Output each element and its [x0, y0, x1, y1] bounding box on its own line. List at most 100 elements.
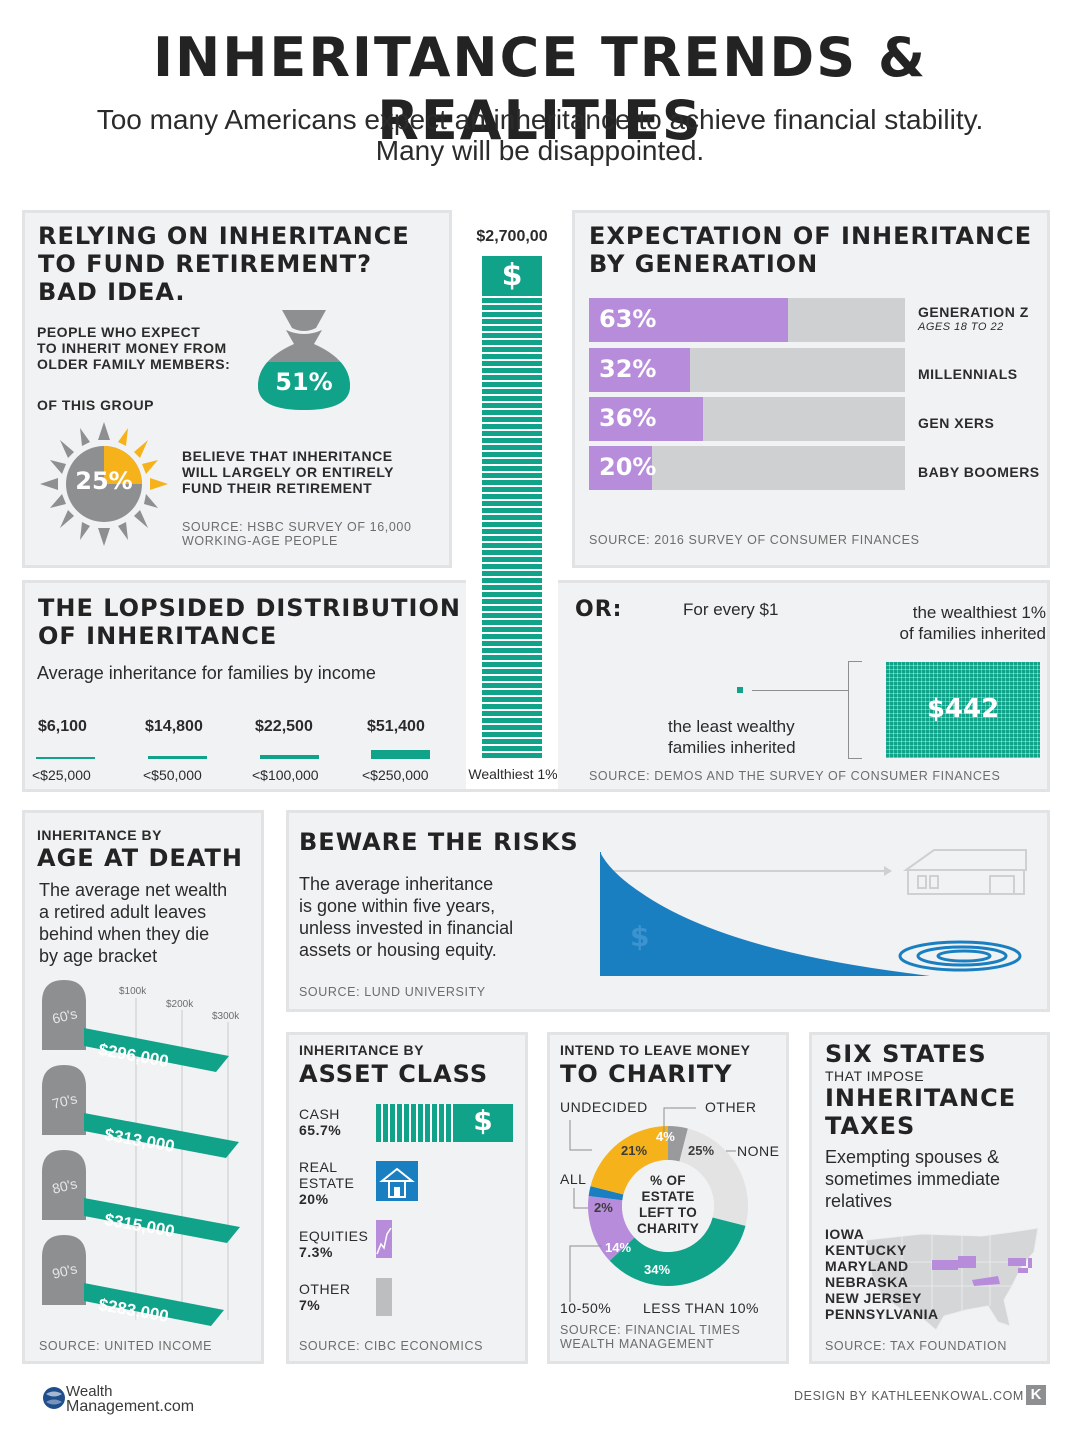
dollar-icon: $ [473, 1104, 493, 1137]
tall-bar-category: Wealthiest 1% [468, 766, 558, 782]
risks-title: BEWARE THE RISKS [299, 828, 579, 856]
age-desc-line: The average net wealth [39, 880, 228, 900]
state-item: IOWA [825, 1226, 865, 1242]
cash-bar-cap [453, 1104, 513, 1142]
tombstone-80s [42, 1150, 240, 1243]
generation-bar-fill [589, 348, 691, 392]
generation-label: MILLENNIALS [918, 366, 1018, 382]
asset-label-line: CASH [299, 1106, 340, 1122]
center-line: LEFT TO [638, 1205, 698, 1220]
state-item: NEBRASKA [825, 1274, 909, 1290]
page-subtitle: Too many Americans expect an inheritance… [0, 104, 1080, 166]
generation-bar: 32% [589, 348, 905, 392]
generation-title-line: BY GENERATION [589, 250, 819, 278]
generation-percent: 32% [599, 355, 657, 383]
tombstone-90s [42, 1235, 224, 1326]
generation-label: GENERATION Z [918, 304, 1029, 320]
states-title: SIX STATES [825, 1040, 987, 1068]
dollar-icon: $ [501, 258, 523, 293]
cash-bar: $ [376, 1104, 513, 1142]
tombstone-60s [42, 980, 229, 1072]
or-label: OR: [575, 597, 623, 622]
nebraska-state [932, 1260, 958, 1270]
subtitle-line-1: Too many Americans expect an inheritance… [96, 104, 984, 135]
generation-percent: 20% [599, 453, 657, 481]
asset-pct: 7% [299, 1297, 321, 1313]
charity-title: TO CHARITY [560, 1060, 733, 1088]
new-jersey-state [1028, 1258, 1032, 1268]
risks-desc-line: The average inheritance [299, 874, 494, 894]
source-line: WORKING-AGE PEOPLE [182, 534, 338, 548]
connector-line [752, 690, 848, 691]
tall-bar-cap [482, 256, 542, 296]
us-map-icon [865, 1227, 1039, 1331]
income-bar [36, 757, 95, 759]
lopsided-title-line: THE LOPSIDED DISTRIBUTION [38, 594, 461, 622]
income-bar [371, 750, 430, 759]
risks-desc-line: is gone within five years, [299, 896, 496, 916]
generation-bar: 36% [589, 397, 905, 441]
label-10-50: 10-50% [560, 1300, 612, 1316]
generation-sublabel: AGES 18 TO 22 [918, 321, 1004, 333]
lopsided-bottom-border [466, 789, 558, 792]
wealthy-amount-grid: $442 [886, 662, 1040, 758]
states-list: IOWA KENTUCKY MARYLAND NEBRASKA NEW JERS… [825, 1226, 939, 1322]
house-icon [376, 1161, 418, 1201]
source-line: SOURCE: FINANCIAL TIMES [560, 1323, 741, 1337]
states-desc-line: Exempting spouses & [825, 1147, 1000, 1167]
center-line: % OF [650, 1173, 686, 1188]
states-source: SOURCE: TAX FOUNDATION [825, 1339, 1007, 1353]
kentucky-state [972, 1276, 1000, 1286]
one-dollar-square [737, 687, 743, 693]
risks-desc-line: assets or housing equity. [299, 940, 497, 960]
risks-desc: The average inheritance is gone within f… [299, 873, 513, 961]
brand-line: Wealth [66, 1383, 113, 1400]
slice-label-10-50: 14% [605, 1240, 632, 1255]
label-less-than-10: LESS THAN 10% [643, 1300, 759, 1316]
states-desc: Exempting spouses & sometimes immediate … [825, 1146, 1000, 1212]
risk-dollar-icon: $ [630, 920, 650, 953]
asset-label-line: EQUITIES [299, 1228, 369, 1244]
brand-logo[interactable]: Wealth Management.com [66, 1383, 194, 1415]
believe-line: FUND THEIR RETIREMENT [182, 480, 373, 496]
generation-percent: 63% [599, 305, 657, 333]
stock-chart-icon [376, 1220, 392, 1258]
asset-pct: 20% [299, 1191, 329, 1207]
generation-bar-fill [589, 397, 703, 441]
center-line: CHARITY [636, 1221, 700, 1236]
asset-label: REAL ESTATE 20% [299, 1159, 354, 1207]
center-line: ESTATE [641, 1189, 695, 1204]
age-desc-line: behind when they die [39, 924, 210, 944]
wealthy-line: of families inherited [899, 624, 1046, 643]
asset-pct: 65.7% [299, 1122, 342, 1138]
age-source: SOURCE: UNITED INCOME [39, 1339, 213, 1353]
bracket-line [848, 661, 862, 759]
charity-source: SOURCE: FINANCIAL TIMES WEALTH MANAGEMEN… [560, 1323, 741, 1351]
least-line: families inherited [668, 738, 796, 757]
donut-center-text: % OF ESTATE LEFT TO CHARITY [626, 1173, 710, 1237]
expect-line: TO INHERIT MONEY FROM [37, 340, 227, 356]
state-item: NEW JERSEY [825, 1290, 922, 1306]
least-line: the least wealthy [668, 717, 795, 736]
slice-label-none: 25% [688, 1143, 715, 1158]
design-credit[interactable]: DESIGN BY KATHLEENKOWAL.COM [794, 1389, 1024, 1403]
states-title-2: INHERITANCE TAXES [825, 1084, 1016, 1140]
risks-desc-line: unless invested in financial [299, 918, 514, 938]
slice-label-all: 2% [594, 1200, 613, 1215]
tombstone-70s [42, 1065, 239, 1158]
income-bar [148, 756, 207, 759]
donut-slice-other [668, 1126, 688, 1162]
income-category: <$50,000 [143, 767, 202, 783]
relying-title-line: BAD IDEA. [38, 278, 186, 306]
asset-title: ASSET CLASS [299, 1060, 489, 1088]
income-category: <$250,000 [362, 767, 429, 783]
income-category: <$25,000 [32, 767, 91, 783]
asset-kicker: INHERITANCE BY [299, 1042, 424, 1058]
relying-title: RELYING ON INHERITANCE TO FUND RETIREMEN… [38, 222, 410, 306]
age-desc-line: by age bracket [39, 946, 158, 966]
asset-label-line: OTHER [299, 1281, 351, 1297]
slice-label-other: 4% [656, 1129, 675, 1144]
relying-title-line: TO FUND RETIREMENT? [38, 250, 373, 278]
donut-slice-undecided [590, 1126, 668, 1195]
income-value: $6,100 [38, 718, 87, 735]
